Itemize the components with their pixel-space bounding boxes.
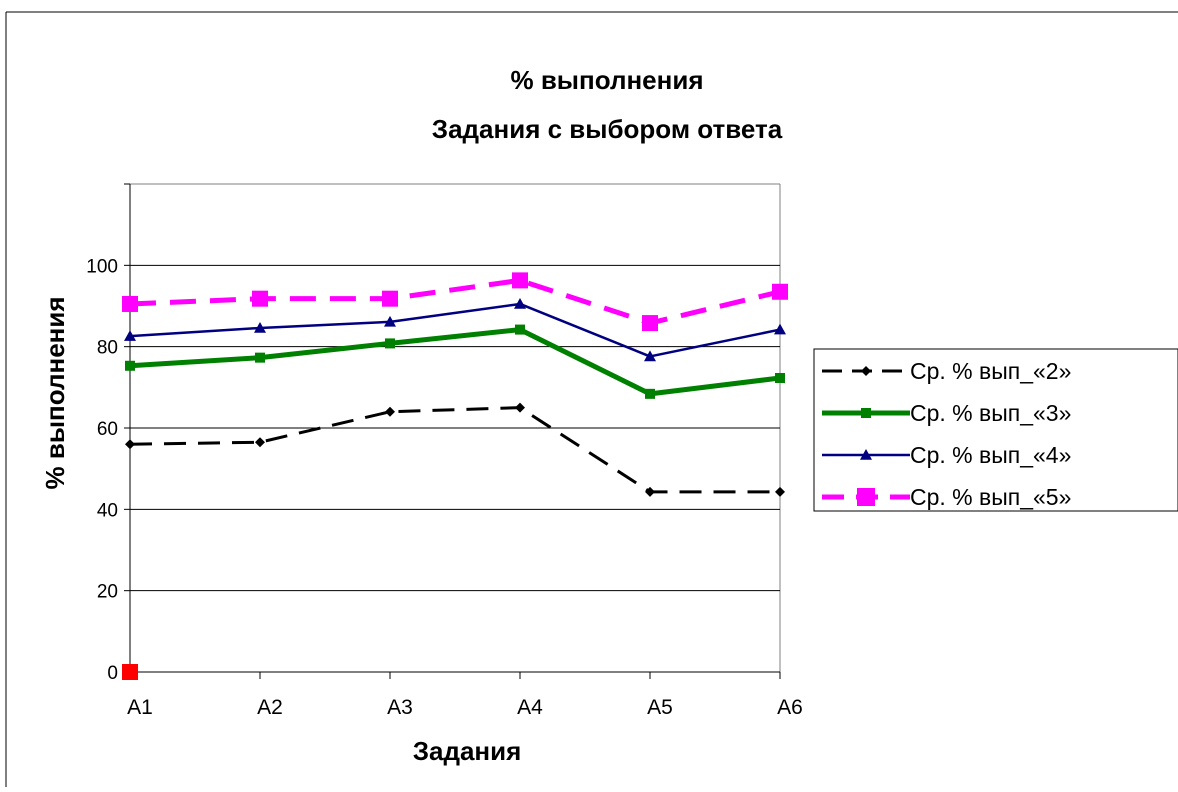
chart-subtitle: Задания с выбором ответа	[432, 114, 783, 144]
data-point-series-1	[515, 402, 525, 413]
chart-title: % выполнения	[510, 65, 703, 95]
x-axis-label: Задания	[413, 736, 522, 766]
x-tick-label: A4	[517, 696, 543, 719]
data-point-series-4	[772, 283, 788, 300]
data-point-series-2	[645, 388, 655, 399]
data-point-series-4	[122, 295, 138, 312]
data-point-series-3	[774, 323, 786, 335]
x-tick-label: A6	[777, 696, 803, 719]
x-tick-label: A1	[127, 696, 153, 719]
y-tick-label: 60	[97, 419, 118, 440]
x-tick-label: A3	[387, 696, 413, 719]
y-tick-label: 20	[97, 582, 118, 603]
legend: Ср. % вып_«2» Ср. % вып_«3» Ср. % вып_«4» С…	[813, 348, 1178, 512]
data-point-series-2	[255, 352, 265, 363]
data-point-series-1	[645, 486, 655, 497]
x-tick-label: A2	[257, 696, 283, 719]
y-tick-label: 80	[97, 338, 118, 359]
extra-data-point	[122, 664, 138, 680]
data-point-series-1	[125, 439, 135, 450]
data-point-series-3	[644, 350, 656, 362]
data-point-series-4	[642, 315, 658, 332]
y-tick-label: 100	[86, 256, 118, 277]
y-tick-label: 0	[107, 663, 118, 684]
legend-label-2: Ср. % вып_«3»	[910, 400, 1071, 426]
data-point-series-3	[514, 297, 526, 309]
data-point-series-2	[515, 324, 525, 335]
legend-label-4: Ср. % вып_«5»	[910, 484, 1071, 510]
series-line-2	[129, 327, 781, 397]
data-point-series-4	[512, 272, 528, 289]
data-point-series-2	[125, 360, 135, 371]
plot-area: 0 20 40 60 80 100 A1 A2 A3 A4 A5 A6	[86, 183, 803, 719]
legend-marker-3	[860, 449, 872, 460]
data-point-series-1	[775, 486, 785, 497]
y-tick-label: 40	[97, 500, 118, 521]
legend-marker-2	[861, 408, 871, 418]
data-point-series-3	[254, 321, 266, 333]
series-line-4	[129, 277, 781, 326]
y-axis-label: % выполнения	[40, 296, 70, 489]
legend-marker-4	[857, 488, 875, 506]
legend-marker-1	[861, 366, 871, 376]
data-point-series-4	[252, 290, 268, 307]
series-line-1	[129, 406, 780, 494]
data-point-series-2	[385, 338, 395, 349]
data-point-series-2	[775, 372, 785, 383]
data-point-series-3	[124, 330, 136, 341]
data-point-series-3	[384, 315, 396, 327]
series-line-3	[129, 302, 781, 358]
data-point-series-1	[255, 437, 265, 448]
x-tick-label: A5	[647, 696, 673, 719]
legend-label-3: Ср. % вып_«4»	[910, 442, 1071, 468]
legend-box	[813, 348, 1178, 512]
data-point-series-4	[382, 290, 398, 307]
legend-label-1: Ср. % вып_«2»	[910, 358, 1071, 384]
data-point-series-1	[385, 406, 395, 417]
